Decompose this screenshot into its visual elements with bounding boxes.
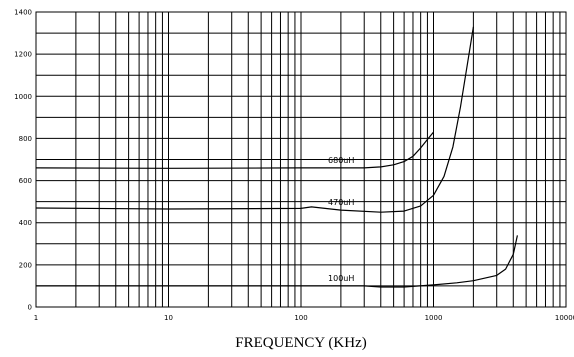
x-tick-label: 10 <box>164 314 173 322</box>
y-tick-label: 400 <box>19 219 32 227</box>
series-lines <box>35 26 518 288</box>
series-label-680uh: 680uH <box>328 156 354 165</box>
grid-lines <box>36 12 566 307</box>
y-tick-label: 200 <box>19 261 32 269</box>
y-tick-label: 0 <box>28 304 32 312</box>
plot-frame <box>35 11 567 308</box>
series-line-100uh <box>36 235 518 288</box>
x-axis-label: FREQUENCY (KHz) <box>235 335 367 351</box>
series-line-680uh <box>35 131 434 169</box>
y-tick-label: 1200 <box>14 51 32 59</box>
x-tick-label: 10000 <box>555 314 574 322</box>
y-tick-label: 600 <box>19 177 32 185</box>
y-tick-label: 1000 <box>14 93 32 101</box>
y-axis-tick-labels: 0 200 400 600 800 1000 1200 1400 <box>14 9 32 312</box>
y-tick-label: 1400 <box>14 9 32 17</box>
series-label-470uh: 470uH <box>328 198 354 207</box>
y-tick-label: 800 <box>19 135 32 143</box>
x-tick-label: 1 <box>34 314 38 322</box>
series-labels: 680uH 470uH 100uH <box>328 156 354 283</box>
x-tick-label: 100 <box>294 314 307 322</box>
series-label-100uh: 100uH <box>328 274 354 283</box>
series-line-470uh <box>35 26 474 213</box>
x-axis-tick-labels: 1 10 100 1000 10000 <box>34 314 574 322</box>
x-tick-label: 1000 <box>425 314 443 322</box>
